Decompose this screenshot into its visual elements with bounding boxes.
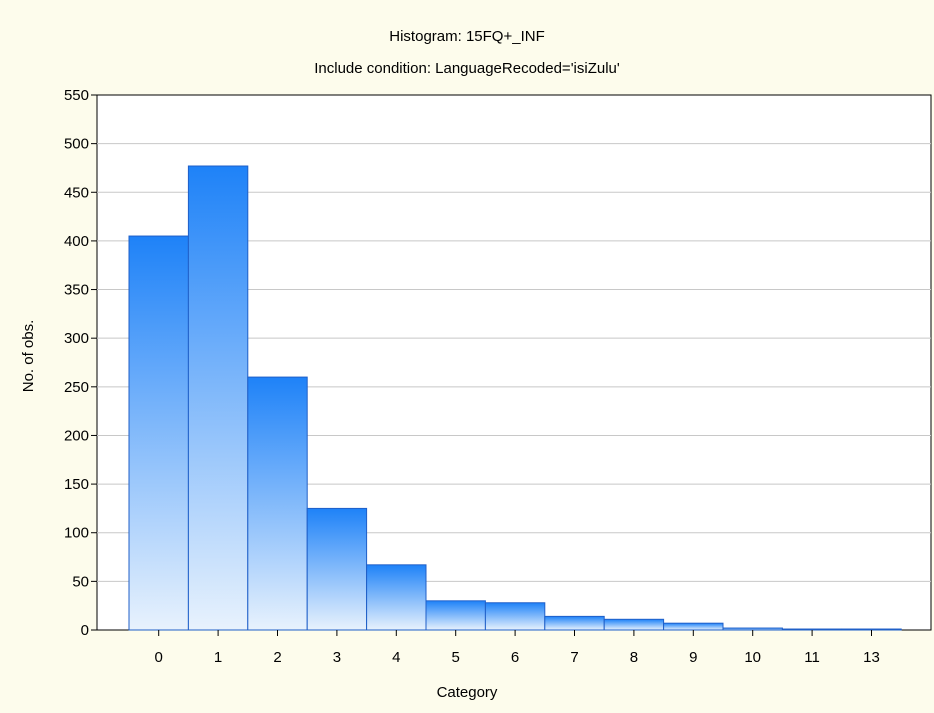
x-tick-label: 11 — [804, 649, 820, 666]
x-tick-label: 7 — [570, 649, 578, 666]
x-tick-label: 9 — [689, 649, 697, 666]
x-tick-label: 5 — [452, 649, 460, 666]
bar-8 — [603, 618, 665, 631]
bar-0 — [128, 235, 189, 631]
bar-3 — [306, 507, 368, 631]
bar-1 — [187, 165, 249, 631]
y-tick-label: 100 — [64, 525, 89, 542]
bar-10 — [722, 627, 783, 631]
y-tick-label: 400 — [64, 233, 89, 250]
bar-9 — [663, 622, 724, 631]
bar-5 — [425, 600, 486, 631]
x-tick-label: 13 — [863, 649, 880, 666]
y-tick-label: 300 — [64, 330, 89, 347]
chart-subtitle: Include condition: LanguageRecoded='isiZ… — [314, 60, 620, 77]
y-axis: 0 50 100 150 200 250 300 350 400 450 500 550 — [64, 87, 97, 639]
bar-7 — [544, 615, 605, 631]
y-tick-label: 350 — [64, 282, 89, 299]
x-tick-label: 10 — [744, 649, 761, 666]
y-tick-label: 150 — [64, 476, 89, 493]
x-axis-label: Category — [437, 684, 498, 701]
y-axis-label: No. of obs. — [20, 320, 37, 393]
y-tick-label: 500 — [64, 136, 89, 153]
bar-6 — [484, 602, 546, 631]
y-tick-label: 550 — [64, 87, 89, 104]
x-axis: 0 1 2 3 4 5 6 7 8 9 10 11 13 — [155, 630, 880, 666]
x-tick-label: 0 — [155, 649, 163, 666]
x-tick-label: 1 — [214, 649, 222, 666]
chart-title: Histogram: 15FQ+_INF — [389, 28, 544, 45]
y-tick-label: 0 — [81, 622, 89, 639]
y-tick-label: 450 — [64, 184, 89, 201]
y-tick-label: 200 — [64, 427, 89, 444]
bar-4 — [366, 564, 427, 631]
bar-2 — [247, 376, 308, 631]
x-tick-label: 6 — [511, 649, 519, 666]
x-tick-label: 3 — [333, 649, 341, 666]
y-tick-label: 50 — [72, 573, 89, 590]
bar-13 — [841, 628, 902, 631]
y-tick-label: 250 — [64, 379, 89, 396]
bar-11 — [781, 628, 843, 631]
x-tick-label: 8 — [630, 649, 638, 666]
x-tick-label: 2 — [273, 649, 281, 666]
x-tick-label: 4 — [392, 649, 400, 666]
